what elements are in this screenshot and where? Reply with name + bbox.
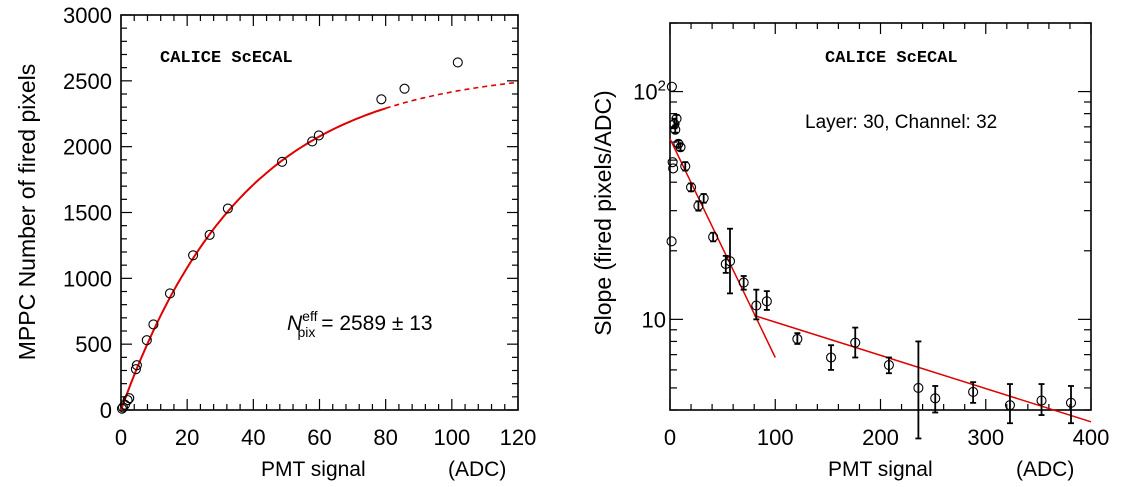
left-data-point	[222, 203, 233, 214]
left-data-point	[452, 57, 463, 68]
left-data-point	[313, 130, 324, 141]
left-y-tick-label: 0	[100, 398, 112, 423]
left-annotation: Neff pix = 2589 ± 13	[287, 308, 433, 340]
left-tick-labels: 0 20 40 60 80 100 120 0 500 1000 1500 2000 2500 3000	[63, 3, 536, 450]
right-data-point	[1004, 400, 1016, 411]
right-data-point	[738, 277, 749, 288]
left-data-point	[204, 229, 215, 240]
right-data-point	[751, 300, 762, 311]
right-x-tick-label: 200	[862, 425, 899, 450]
right-fit-line	[669, 138, 776, 358]
left-y-tick-label: 2500	[63, 69, 112, 94]
left-axis-ticks	[120, 14, 519, 411]
left-data-point	[122, 395, 133, 406]
right-data-point	[666, 81, 677, 92]
left-data-point	[117, 402, 129, 413]
left-fit-curve-extrapolated	[385, 81, 519, 110]
left-y-axis-label: MPPC Number of fired pixels	[14, 64, 40, 361]
right-data-point	[668, 163, 679, 174]
right-chart-panel: 0 100 200 300 400 10 102 CALICE ScECAL Layer: …	[590, 22, 1109, 481]
right-x-tick-label: 400	[1073, 425, 1110, 450]
right-data-point	[930, 393, 941, 404]
right-y-axis-label: Slope (fired pixels/ADC)	[590, 90, 616, 335]
left-data-point	[124, 393, 135, 404]
right-x-axis-unit: (ADC)	[1016, 458, 1074, 481]
right-data-point	[667, 157, 678, 168]
right-data-point	[680, 161, 691, 172]
right-data-point	[685, 182, 697, 193]
left-legend: CALICE ScECAL	[160, 49, 293, 68]
right-data-point	[792, 333, 803, 345]
right-data-point	[761, 296, 772, 307]
left-x-tick-label: 40	[241, 425, 265, 450]
left-x-tick-label: 120	[500, 425, 537, 450]
right-data-point	[698, 193, 709, 204]
right-data-point	[968, 386, 979, 398]
right-info-label: Layer: 30, Channel: 32	[805, 112, 997, 133]
left-data-point	[277, 156, 288, 167]
right-data-point	[724, 256, 736, 267]
right-data-point	[693, 200, 704, 211]
right-data-point	[1036, 395, 1047, 406]
right-x-tick-label: 300	[967, 425, 1004, 450]
right-data-point	[825, 352, 837, 363]
right-data-point	[666, 236, 677, 247]
right-data-point	[671, 113, 682, 124]
left-x-tick-label: 60	[307, 425, 331, 450]
left-x-tick-label: 80	[373, 425, 397, 450]
right-data-point	[675, 142, 686, 153]
right-y-tick-label: 10	[642, 307, 666, 332]
left-x-tick-label: 0	[115, 425, 127, 450]
left-x-axis-unit: (ADC)	[448, 458, 506, 481]
left-data-point	[131, 360, 142, 371]
left-x-axis-label: PMT signal	[261, 458, 366, 481]
right-data-point	[883, 360, 894, 371]
right-x-tick-label: 100	[757, 425, 794, 450]
right-legend: CALICE ScECAL	[825, 49, 958, 68]
left-plot-frame	[120, 14, 519, 411]
left-data-points	[116, 57, 463, 414]
left-x-tick-label: 100	[433, 425, 470, 450]
left-data-point	[399, 83, 410, 94]
right-data-points	[666, 81, 1077, 440]
right-x-tick-label: 0	[664, 425, 676, 450]
left-data-point	[307, 136, 318, 147]
right-data-point	[670, 124, 681, 135]
right-data-point	[850, 337, 861, 348]
right-y-tick-label: 102	[633, 78, 666, 105]
left-y-tick-label: 1000	[63, 266, 112, 291]
left-data-point	[376, 94, 387, 105]
right-fit-lines	[669, 138, 1092, 423]
right-plot-frame	[669, 22, 1092, 411]
right-data-point	[708, 231, 719, 243]
left-y-tick-label: 3000	[63, 3, 112, 28]
left-chart-panel: 0 20 40 60 80 100 120050010001500200025003000 …	[14, 3, 536, 481]
left-y-tick-label: 2000	[63, 135, 112, 160]
left-data-point	[188, 250, 199, 261]
left-y-tick-label: 500	[75, 332, 112, 357]
right-data-point	[1065, 397, 1077, 408]
left-y-tick-label: 1500	[63, 201, 112, 226]
left-x-tick-label: 20	[175, 425, 199, 450]
left-data-point	[148, 319, 159, 330]
right-axis-ticks	[669, 22, 1092, 411]
right-x-axis-label: PMT signal	[828, 458, 933, 481]
right-data-point	[913, 382, 924, 393]
right-fit-line	[753, 314, 1092, 423]
left-data-point	[164, 288, 176, 299]
left-fit-curve	[120, 107, 387, 411]
right-tick-labels: 0 100 200 300 400 10 102	[633, 78, 1109, 450]
left-data-point	[130, 364, 141, 375]
left-data-point	[141, 335, 152, 346]
